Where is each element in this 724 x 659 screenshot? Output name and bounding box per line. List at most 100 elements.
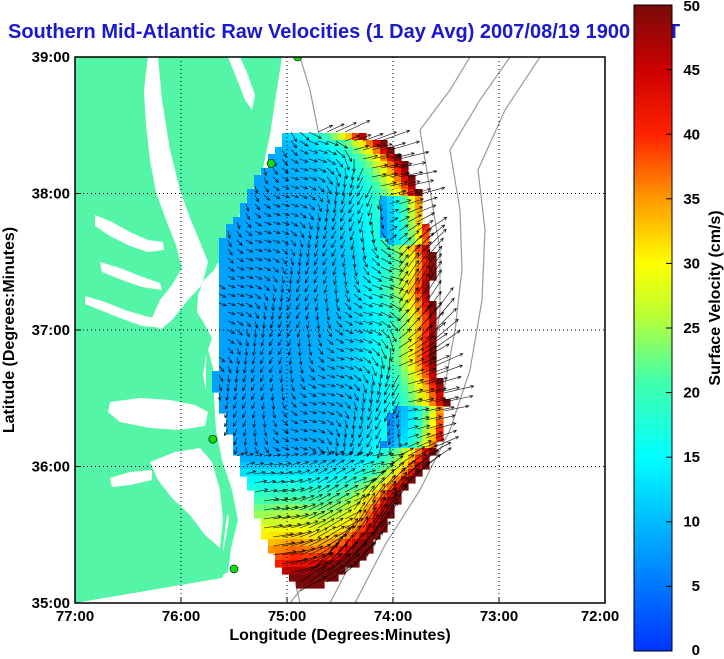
- velocity-cell: [394, 455, 402, 463]
- x-tick-label: 75:00: [268, 608, 306, 625]
- velocity-cell: [436, 434, 444, 442]
- velocity-cell: [338, 196, 346, 204]
- velocity-cell: [429, 420, 437, 428]
- velocity-vector: [323, 275, 328, 285]
- velocity-cell: [261, 462, 269, 470]
- velocity-cell: [352, 196, 360, 204]
- velocity-cell: [268, 392, 276, 400]
- velocity-vector: [263, 506, 281, 511]
- velocity-cell: [345, 532, 353, 540]
- velocity-cell: [380, 525, 388, 533]
- velocity-cell: [268, 168, 276, 176]
- velocity-vector: [362, 460, 375, 466]
- velocity-cell: [310, 448, 318, 456]
- velocity-vector: [325, 302, 329, 312]
- velocity-vector: [317, 140, 330, 145]
- velocity-cell: [275, 385, 283, 393]
- velocity-vector: [416, 357, 437, 367]
- velocity-cell: [254, 427, 262, 435]
- velocity-cell: [310, 210, 318, 218]
- velocity-vector: [308, 437, 317, 442]
- velocity-vector: [340, 230, 346, 240]
- velocity-cell: [352, 462, 360, 470]
- velocity-cell: [331, 245, 339, 253]
- velocity-cell: [338, 567, 346, 575]
- velocity-cell: [366, 399, 374, 407]
- velocity-cell: [408, 329, 416, 337]
- velocity-vector: [272, 167, 278, 175]
- velocity-cell: [373, 140, 381, 148]
- velocity-cell: [422, 224, 430, 232]
- velocity-cell: [254, 203, 262, 211]
- velocity-cell: [310, 217, 318, 225]
- velocity-cell: [422, 462, 430, 470]
- velocity-vector: [384, 383, 391, 396]
- velocity-cell: [366, 364, 374, 372]
- velocity-cell: [352, 224, 360, 232]
- velocity-vector: [371, 153, 390, 160]
- velocity-cell: [317, 273, 325, 281]
- velocity-cell: [282, 546, 290, 554]
- velocity-vector: [299, 537, 322, 547]
- velocity-cell: [408, 182, 416, 190]
- velocity-cell: [415, 308, 423, 316]
- velocity-cell: [415, 406, 423, 414]
- velocity-vector: [299, 158, 309, 163]
- velocity-vector: [407, 260, 419, 277]
- velocity-vector: [389, 208, 400, 214]
- velocity-cell: [226, 336, 234, 344]
- velocity-cell: [352, 217, 360, 225]
- velocity-vector: [375, 401, 382, 412]
- velocity-cell: [401, 455, 409, 463]
- velocity-cell: [275, 497, 283, 505]
- velocity-cell: [261, 371, 269, 379]
- velocity-cell: [394, 301, 402, 309]
- velocity-cell: [317, 140, 325, 148]
- velocity-vector: [398, 349, 414, 358]
- velocity-vector: [398, 171, 424, 178]
- velocity-cell: [289, 203, 297, 211]
- velocity-cell: [429, 259, 437, 267]
- velocity-cell: [303, 266, 311, 274]
- velocity-cell: [240, 441, 248, 449]
- velocity-cell: [324, 322, 332, 330]
- velocity-cell: [359, 336, 367, 344]
- y-tick-label: 37:00: [32, 322, 70, 339]
- velocity-cell: [268, 518, 276, 526]
- velocity-vector: [341, 185, 346, 197]
- velocity-vector: [352, 257, 357, 269]
- velocity-vector: [317, 468, 328, 475]
- velocity-cell: [219, 301, 227, 309]
- velocity-cell: [296, 469, 304, 477]
- velocity-cell: [422, 357, 430, 365]
- velocity-vector: [398, 454, 415, 466]
- velocity-vector: [371, 248, 379, 259]
- y-tick-label: 35:00: [32, 595, 70, 612]
- velocity-vector: [416, 186, 446, 196]
- velocity-vector: [290, 230, 298, 237]
- velocity-cell: [373, 427, 381, 435]
- velocity-cell: [345, 182, 353, 190]
- velocity-cell: [401, 441, 409, 449]
- velocity-cell: [219, 252, 227, 260]
- velocity-cell: [296, 448, 304, 456]
- velocity-cell: [296, 133, 304, 141]
- velocity-cell: [408, 343, 416, 351]
- velocity-cell: [422, 273, 430, 281]
- velocity-cell: [324, 287, 332, 295]
- velocity-cell: [394, 497, 402, 505]
- velocity-vector: [259, 365, 265, 374]
- velocity-cell: [233, 343, 241, 351]
- velocity-cell: [331, 441, 339, 449]
- velocity-cell: [282, 490, 290, 498]
- velocity-vector: [353, 302, 363, 309]
- velocity-vector: [344, 374, 354, 380]
- velocity-cell: [268, 343, 276, 351]
- velocity-vector: [326, 410, 335, 416]
- land-mass-mainland: [75, 57, 282, 603]
- velocity-vector: [371, 470, 385, 484]
- velocity-cell: [359, 476, 367, 484]
- velocity-cell: [352, 546, 360, 554]
- velocity-cell: [345, 434, 353, 442]
- velocity-cell: [345, 329, 353, 337]
